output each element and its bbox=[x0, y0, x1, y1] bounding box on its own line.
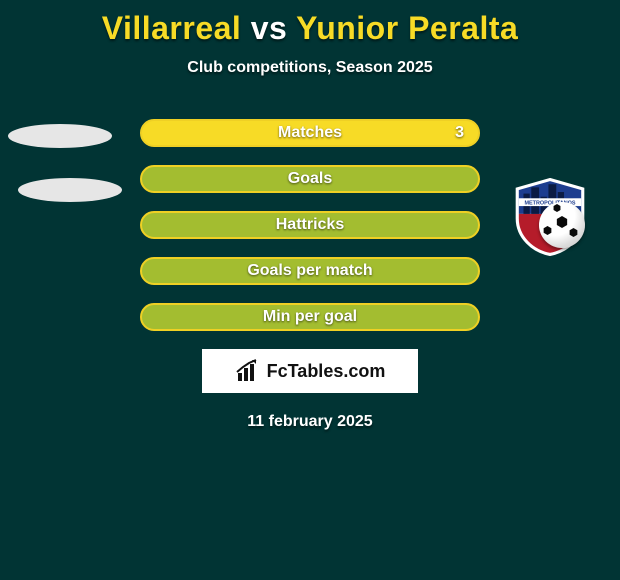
fctables-watermark: FcTables.com bbox=[202, 349, 418, 393]
shield-icon: METROPOLITANOS bbox=[511, 178, 589, 256]
team-logo-placeholder bbox=[18, 178, 122, 202]
fctables-text: FcTables.com bbox=[267, 361, 386, 382]
title-team-a: Villarreal bbox=[102, 10, 242, 46]
stat-bar-min-per-goal: Min per goal bbox=[140, 303, 480, 331]
stat-bar-matches: Matches 3 bbox=[140, 119, 480, 147]
date-text: 11 february 2025 bbox=[0, 413, 620, 431]
soccer-ball-icon bbox=[539, 202, 585, 248]
bar-chart-icon bbox=[235, 358, 261, 384]
stat-bar-goals-per-match: Goals per match bbox=[140, 257, 480, 285]
stat-value: 3 bbox=[455, 124, 464, 142]
title-team-b: Yunior Peralta bbox=[296, 10, 518, 46]
stat-label: Hattricks bbox=[276, 216, 344, 234]
team-badge-metropolitanos: METROPOLITANOS bbox=[500, 178, 600, 262]
title-vs: vs bbox=[241, 10, 296, 46]
stat-bar-hattricks: Hattricks bbox=[140, 211, 480, 239]
stat-label: Goals per match bbox=[247, 262, 372, 280]
stat-label: Min per goal bbox=[263, 308, 357, 326]
page-title: Villarreal vs Yunior Peralta bbox=[0, 0, 620, 47]
subtitle: Club competitions, Season 2025 bbox=[0, 59, 620, 77]
team-logo-placeholder bbox=[8, 124, 112, 148]
stat-bar-goals: Goals bbox=[140, 165, 480, 193]
stat-row: Min per goal bbox=[0, 303, 620, 331]
stat-label: Goals bbox=[288, 170, 332, 188]
stat-label: Matches bbox=[278, 124, 342, 142]
